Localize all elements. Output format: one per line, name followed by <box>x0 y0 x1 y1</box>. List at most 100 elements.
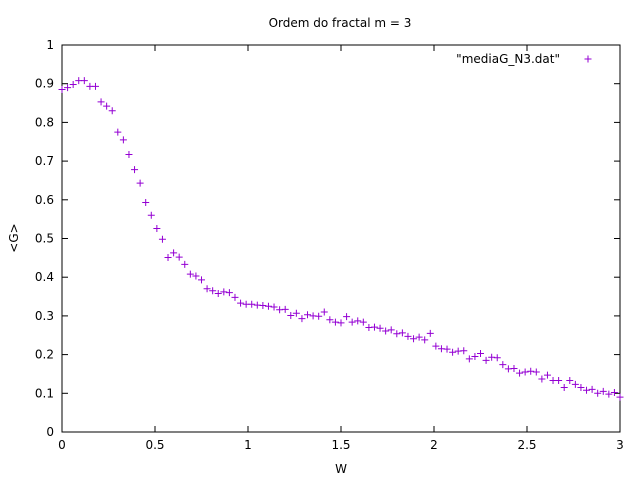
data-point <box>588 385 596 393</box>
data-point <box>432 342 440 350</box>
data-point <box>404 332 412 340</box>
data-point <box>203 285 211 293</box>
x-tick-label: 3 <box>616 438 624 452</box>
data-point <box>605 390 613 398</box>
data-point <box>532 368 540 376</box>
data-point <box>510 365 518 373</box>
legend-label: "mediaG_N3.dat" <box>456 52 560 66</box>
data-point <box>543 371 551 379</box>
data-point <box>237 299 245 307</box>
data-point <box>231 293 239 301</box>
x-tick-label: 0.5 <box>145 438 164 452</box>
data-point <box>298 315 306 323</box>
data-point <box>482 356 490 364</box>
x-tick-label: 2.5 <box>517 438 536 452</box>
data-point <box>354 317 362 325</box>
data-point <box>376 324 384 332</box>
data-point <box>571 380 579 388</box>
data-point <box>80 77 88 85</box>
legend-marker <box>584 55 592 63</box>
data-point <box>326 316 334 324</box>
data-point <box>147 211 155 219</box>
x-tick-label: 2 <box>430 438 438 452</box>
data-point <box>270 303 278 311</box>
data-point <box>175 253 183 261</box>
data-point <box>259 301 267 309</box>
data-point <box>499 361 507 369</box>
data-point <box>359 318 367 326</box>
data-point <box>471 353 479 361</box>
y-tick-label: 0.5 <box>35 232 54 246</box>
data-point <box>292 309 300 317</box>
y-tick-label: 0.2 <box>35 348 54 362</box>
data-point <box>387 326 395 334</box>
y-tick-label: 0.4 <box>35 270 54 284</box>
y-tick-label: 0.1 <box>35 386 54 400</box>
data-point <box>164 253 172 261</box>
data-point <box>153 224 161 232</box>
data-point <box>91 82 99 90</box>
y-tick-label: 0.7 <box>35 154 54 168</box>
data-point <box>421 336 429 344</box>
data-point <box>170 249 178 257</box>
y-tick-label: 0.6 <box>35 193 54 207</box>
data-point <box>103 102 111 110</box>
data-point <box>616 393 624 401</box>
data-point <box>97 98 105 106</box>
data-point <box>426 329 434 337</box>
data-point <box>315 312 323 320</box>
data-point <box>209 287 217 295</box>
data-point <box>382 327 390 335</box>
data-point <box>136 179 144 187</box>
axes: 0 0.5 1 1.5 2 2.5 3 0 0.1 0.2 0.3 0.4 0.5 0.6 0.7 0.8 0.… <box>35 38 624 452</box>
data-point <box>465 355 473 363</box>
data-point <box>304 311 312 319</box>
data-point <box>125 151 133 159</box>
data-point <box>264 302 272 310</box>
data-point <box>198 276 205 284</box>
y-tick-label: 1 <box>46 38 54 52</box>
data-point <box>142 199 150 207</box>
data-points <box>58 77 624 401</box>
y-tick-label: 0 <box>46 425 54 439</box>
data-point <box>583 386 591 394</box>
x-tick-label: 0 <box>58 438 66 452</box>
chart-title: Ordem do fractal m = 3 <box>269 16 412 30</box>
data-point <box>577 383 585 391</box>
data-point <box>186 270 194 278</box>
data-point <box>398 329 406 337</box>
x-tick-label: 1.5 <box>331 438 350 452</box>
data-point <box>538 375 546 383</box>
x-tick-label: 1 <box>244 438 252 452</box>
data-point <box>410 335 418 343</box>
legend: "mediaG_N3.dat" <box>456 52 592 66</box>
data-point <box>287 312 295 320</box>
y-tick-label: 0.8 <box>35 115 54 129</box>
data-point <box>527 367 535 375</box>
data-point <box>114 128 122 136</box>
data-point <box>460 347 468 355</box>
data-point <box>58 86 66 94</box>
data-point <box>594 389 602 397</box>
data-point <box>493 354 501 362</box>
data-point <box>181 260 189 268</box>
data-point <box>320 308 328 316</box>
data-point <box>599 387 607 395</box>
data-point <box>131 166 139 174</box>
data-point <box>610 389 618 397</box>
y-tick-label: 0.3 <box>35 309 54 323</box>
data-point <box>281 305 289 313</box>
data-point <box>348 318 356 326</box>
data-point <box>443 345 451 353</box>
data-point <box>119 136 127 144</box>
y-axis-label: <G> <box>7 223 21 252</box>
data-point <box>393 330 401 338</box>
data-point <box>343 313 351 321</box>
data-point <box>214 289 222 297</box>
data-point <box>415 333 423 341</box>
data-point <box>477 349 484 357</box>
data-point <box>560 383 568 391</box>
data-point <box>521 368 529 376</box>
data-point <box>248 300 256 308</box>
